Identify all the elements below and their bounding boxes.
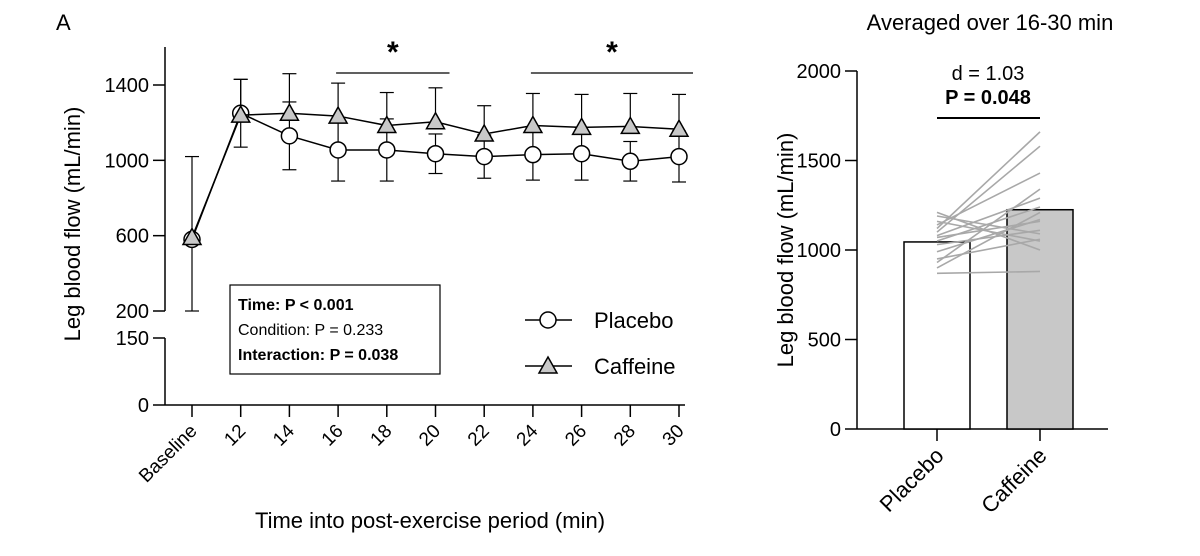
participant-line bbox=[936, 145, 1041, 233]
bar-y-tick-label: 1500 bbox=[797, 151, 842, 173]
placebo-point bbox=[378, 141, 396, 159]
caffeine-point bbox=[571, 116, 592, 136]
y-tick-label: 150 bbox=[116, 328, 149, 350]
x-tick-label: 20 bbox=[415, 421, 445, 451]
placebo-point bbox=[670, 147, 688, 166]
bar-y-tick-label: 0 bbox=[830, 419, 841, 441]
effect-size-label: d = 1.03 bbox=[952, 63, 1025, 85]
line-chart-y-axis-label: Leg blood flow (mL/min) bbox=[60, 107, 85, 342]
participant-line bbox=[936, 197, 1041, 237]
x-tick-label: Baseline bbox=[135, 421, 201, 487]
caffeine-point bbox=[425, 111, 446, 130]
placebo-series-line bbox=[191, 112, 680, 240]
caffeine-series-line bbox=[191, 112, 680, 238]
legend: Placebo Caffeine bbox=[525, 308, 676, 379]
significance-star: * bbox=[387, 36, 399, 69]
panel-label: A bbox=[56, 10, 71, 35]
stat-time: Time: P < 0.001 bbox=[238, 297, 354, 314]
y-tick-label: 1400 bbox=[105, 75, 150, 97]
legend-placebo-label: Placebo bbox=[594, 308, 674, 333]
x-tick-label: 16 bbox=[318, 421, 348, 451]
x-tick-label: 26 bbox=[561, 421, 591, 451]
caffeine-point bbox=[181, 227, 203, 246]
caffeine-point bbox=[376, 114, 398, 134]
caffeine-point bbox=[327, 105, 349, 124]
participant-line bbox=[936, 211, 1041, 269]
participant-line bbox=[936, 172, 1041, 226]
placebo-point bbox=[572, 144, 591, 163]
bar-chart-title: Averaged over 16-30 min bbox=[867, 10, 1114, 35]
x-tick-label: 18 bbox=[367, 421, 397, 451]
caffeine-point bbox=[522, 114, 544, 134]
line-chart-x-axis-label: Time into post-exercise period (min) bbox=[255, 508, 605, 533]
bar-y-tick-label: 2000 bbox=[797, 61, 842, 83]
legend-caffeine-marker bbox=[537, 355, 559, 374]
x-tick-label: 22 bbox=[464, 421, 494, 451]
caffeine-point bbox=[473, 123, 495, 142]
stat-interaction: Interaction: P = 0.038 bbox=[238, 347, 398, 364]
bar-x-tick-label: Placebo bbox=[875, 443, 949, 517]
placebo-point bbox=[280, 127, 299, 145]
placebo-point bbox=[426, 144, 445, 163]
participant-line bbox=[936, 218, 1041, 253]
placebo-point bbox=[621, 152, 640, 171]
placebo-point bbox=[329, 141, 347, 159]
caffeine-point bbox=[620, 115, 641, 135]
bar-y-tick-label: 1000 bbox=[797, 240, 842, 262]
caffeine-point bbox=[279, 102, 300, 121]
significance-star: * bbox=[606, 36, 618, 69]
legend-placebo-marker bbox=[539, 311, 557, 329]
x-tick-label: 30 bbox=[659, 421, 689, 451]
p-value-label: P = 0.048 bbox=[945, 87, 1031, 109]
x-tick-label: 24 bbox=[513, 420, 543, 450]
participant-line bbox=[936, 131, 1041, 230]
x-tick-label: 28 bbox=[610, 421, 640, 451]
bar-x-tick-label: Caffeine bbox=[976, 443, 1051, 518]
placebo-bar bbox=[903, 241, 971, 430]
bar-y-tick-label: 500 bbox=[808, 330, 841, 352]
participant-line bbox=[936, 270, 1041, 275]
x-tick-label: 14 bbox=[269, 420, 299, 450]
y-tick-label: 1000 bbox=[105, 150, 150, 172]
stat-condition: Condition: P = 0.233 bbox=[238, 322, 383, 339]
y-tick-label: 0 bbox=[138, 395, 149, 417]
caffeine-point bbox=[668, 118, 690, 138]
participant-line bbox=[936, 188, 1041, 264]
legend-caffeine-label: Caffeine bbox=[594, 354, 676, 379]
placebo-point bbox=[475, 147, 493, 166]
bar-chart-y-axis-label: Leg blood flow (mL/min) bbox=[773, 133, 798, 368]
participant-line bbox=[936, 220, 1041, 239]
caffeine-bar bbox=[1006, 208, 1074, 430]
x-tick-label: 12 bbox=[220, 421, 250, 451]
participant-line bbox=[936, 229, 1041, 246]
stats-box: Time: P < 0.001 Condition: P = 0.233 Int… bbox=[229, 284, 441, 375]
participant-line bbox=[936, 238, 1041, 260]
participant-line bbox=[936, 211, 1041, 251]
caffeine-point bbox=[230, 104, 251, 123]
y-tick-label: 200 bbox=[116, 301, 149, 323]
placebo-point bbox=[524, 145, 542, 164]
y-tick-label: 600 bbox=[116, 226, 149, 248]
